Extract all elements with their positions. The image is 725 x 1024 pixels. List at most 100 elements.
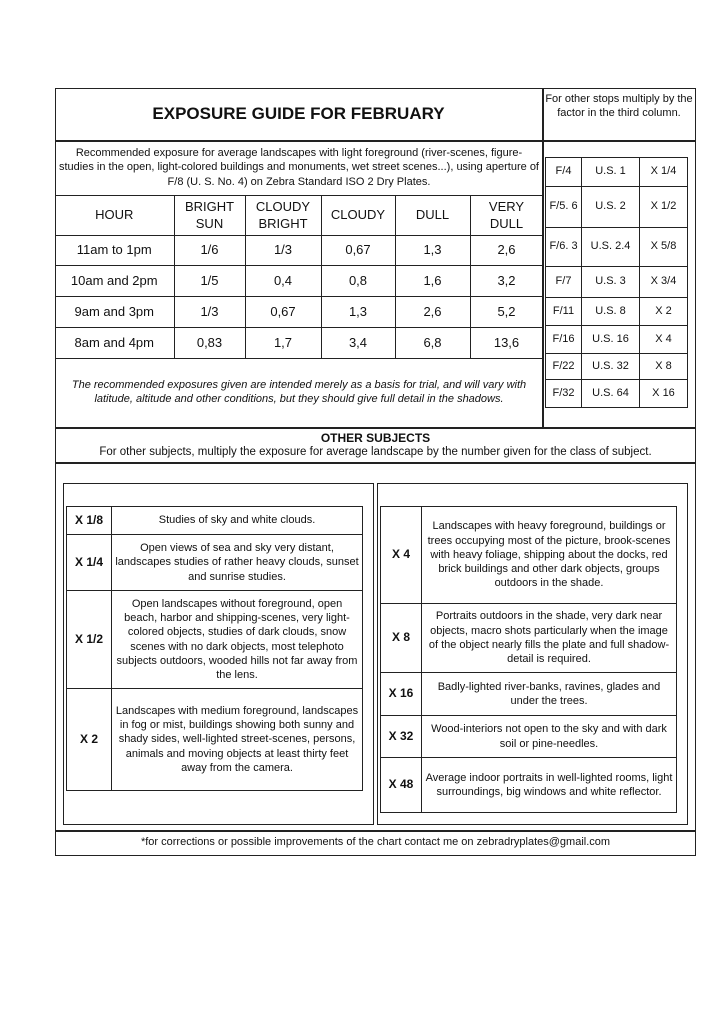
aperture-cell: F/16 [545,325,582,354]
value-cell: 0,8 [320,265,396,297]
subject-description: Landscapes with heavy foreground, buildi… [421,506,677,604]
value-cell: 13,6 [469,327,544,359]
disclaimer-text: The recommended exposures given are inte… [71,379,527,406]
right-subjects-box [377,483,688,825]
hour-cell: 9am and 3pm [55,296,175,328]
other-subjects-heading: OTHER SUBJECTS [320,431,431,445]
subject-row: X 1/2 Open landscapes without foreground,… [66,590,363,689]
factor-label: X 1/2 [66,590,112,689]
factor-cell: X 5/8 [639,227,688,267]
value-cell: 1/5 [173,265,246,297]
table-row: 9am and 3pm 1/3 0,67 1,3 2,6 5,2 [55,296,544,328]
factor-cell: X 3/4 [639,266,688,298]
subject-description: Landscapes with medium foreground, lands… [111,688,363,791]
value-cell: 1/3 [244,235,322,266]
us-cell: U.S. 32 [581,353,640,380]
factor-label: X 2 [66,688,112,791]
table-row: 8am and 4pm 0,83 1,7 3,4 6,8 13,6 [55,327,544,359]
factor-label: X 32 [380,715,422,758]
subject-row: X 48 Average indoor portraits in well-lig… [380,757,677,813]
value-cell: 2,6 [469,235,544,266]
value-cell: 1,7 [244,327,322,359]
factor-cell: X 4 [639,325,688,354]
hour-cell: 8am and 4pm [55,327,175,359]
value-cell: 0,67 [244,296,322,328]
factor-label: X 48 [380,757,422,813]
exposure-table: HOUR BRIGHT SUN CLOUDY BRIGHT CLOUDY DUL… [55,195,544,359]
value-cell: 6,8 [394,327,471,359]
subject-row: X 1/8 Studies of sky and white clouds. [66,506,363,535]
outer-frame [55,88,696,856]
us-cell: U.S. 64 [581,379,640,408]
aperture-cell: F/22 [545,353,582,380]
value-cell: 1,3 [320,296,396,328]
value-cell: 1,6 [394,265,471,297]
subjects-table-left: X 1/8 Studies of sky and white clouds. X … [66,506,363,791]
factor-cell: X 1/2 [639,186,688,228]
page-title: EXPOSURE GUIDE FOR FEBRUARY [152,104,445,123]
subject-description: Average indoor portraits in well-lighted… [421,757,677,813]
header-hour: HOUR [55,195,175,236]
aperture-cell: F/7 [545,266,582,298]
aperture-cell: F/4 [545,157,582,187]
subject-row: X 1/4 Open views of sea and sky very dist… [66,534,363,591]
value-cell: 5,2 [469,296,544,328]
factor-label: X 8 [380,603,422,673]
value-cell: 3,2 [469,265,544,297]
us-cell: U.S. 2.4 [581,227,640,267]
value-cell: 0,83 [173,327,246,359]
header-bright-sun: BRIGHT SUN [173,195,246,236]
aperture-cell: F/5. 6 [545,186,582,228]
factor-cell: X 2 [639,297,688,326]
value-cell: 2,6 [394,296,471,328]
factor-label: X 1/4 [66,534,112,591]
factor-label: X 16 [380,672,422,716]
subject-row: X 16 Badly-lighted river-banks, ravines, … [380,672,677,716]
divider [55,462,696,464]
value-cell: 1,3 [394,235,471,266]
footer-note: *for corrections or possible improvement… [140,836,611,848]
stops-row: F/16 U.S. 16 X 4 [545,325,688,354]
aperture-cell: F/32 [545,379,582,408]
stops-row: F/6. 3 U.S. 2.4 X 5/8 [545,227,688,267]
table-row: 11am to 1pm 1/6 1/3 0,67 1,3 2,6 [55,235,544,266]
subject-row: X 8 Portraits outdoors in the shade, very… [380,603,677,673]
hour-cell: 11am to 1pm [55,235,175,266]
intro-text: Recommended exposure for average landsca… [59,147,539,188]
us-cell: U.S. 16 [581,325,640,354]
aperture-cell: F/11 [545,297,582,326]
divider [55,427,696,429]
factor-label: X 1/8 [66,506,112,535]
left-subjects-box [63,483,374,825]
divider [55,140,696,142]
header-very-dull: VERY DULL [469,195,544,236]
subject-description: Wood-interiors not open to the sky and w… [421,715,677,758]
stops-row: F/22 U.S. 32 X 8 [545,353,688,380]
subject-description: Open views of sea and sky very distant, … [111,534,363,591]
us-cell: U.S. 8 [581,297,640,326]
other-subjects-subtitle: For other subjects, multiply the exposur… [99,446,652,458]
header-dull: DULL [394,195,471,236]
us-cell: U.S. 1 [581,157,640,187]
table-header-row: HOUR BRIGHT SUN CLOUDY BRIGHT CLOUDY DUL… [55,195,544,236]
value-cell: 1/6 [173,235,246,266]
factor-label: X 4 [380,506,422,604]
subject-row: X 2 Landscapes with medium foreground, la… [66,688,363,791]
subject-row: X 32 Wood-interiors not open to the sky a… [380,715,677,758]
value-cell: 3,4 [320,327,396,359]
subject-description: Studies of sky and white clouds. [111,506,363,535]
stops-row: F/32 U.S. 64 X 16 [545,379,688,408]
subject-description: Portraits outdoors in the shade, very da… [421,603,677,673]
value-cell: 1/3 [173,296,246,328]
subject-row: X 4 Landscapes with heavy foreground, bui… [380,506,677,604]
factor-cell: X 8 [639,353,688,380]
header-cloudy: CLOUDY [320,195,396,236]
value-cell: 0,4 [244,265,322,297]
us-cell: U.S. 2 [581,186,640,228]
aperture-cell: F/6. 3 [545,227,582,267]
